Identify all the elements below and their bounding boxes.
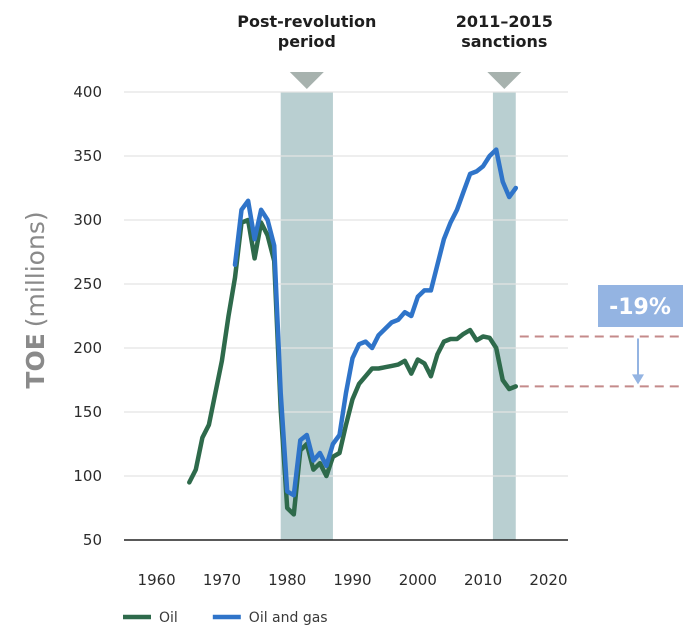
band-marker-triangle-0 — [289, 72, 324, 89]
y-tick-label-200: 200 — [73, 339, 102, 357]
x-tick-label-1980: 1980 — [268, 571, 306, 589]
y-tick-label-100: 100 — [73, 467, 102, 485]
callout-arrow-head — [632, 374, 644, 385]
y-tick-label-150: 150 — [73, 403, 102, 421]
x-tick-label-2000: 2000 — [399, 571, 437, 589]
x-tick-label-2010: 2010 — [464, 571, 502, 589]
y-axis-label-rest: (millions) — [21, 211, 50, 327]
x-tick-label-1960: 1960 — [138, 571, 176, 589]
y-axis-label-bold: TOE — [21, 333, 50, 388]
band-marker-triangle-1 — [487, 72, 522, 89]
y-tick-label-300: 300 — [73, 211, 102, 229]
band-label-0-0: Post-revolution — [237, 12, 376, 31]
series-line-1 — [232, 147, 519, 498]
series-line-0 — [187, 217, 519, 517]
callout-layer: -19% — [519, 285, 683, 388]
shaded-band-1 — [492, 92, 516, 540]
axis-layer: 50 100 150 200 250 300 350 400 1960 1970 1980 1990 2… — [73, 83, 568, 589]
band-label-0-1: period — [278, 32, 336, 51]
band-label-1-1: sanctions — [461, 32, 547, 51]
callout-text: -19% — [609, 295, 671, 320]
x-tick-label-2020: 2020 — [529, 571, 567, 589]
legend-label-0: Oil — [159, 610, 178, 626]
y-tick-label-250: 250 — [73, 275, 102, 293]
y-axis-label: TOE (millions) — [21, 211, 50, 388]
y-tick-label-400: 400 — [73, 83, 102, 101]
x-tick-label-1970: 1970 — [203, 571, 241, 589]
x-tick-label-1990: 1990 — [333, 571, 371, 589]
y-tick-label-50: 50 — [83, 531, 102, 549]
callout-box — [598, 285, 683, 327]
legend: Oil Oil and gas — [123, 610, 328, 626]
series-layer — [187, 147, 519, 517]
y-tick-label-350: 350 — [73, 147, 102, 165]
band-label-1-0: 2011–2015 — [456, 12, 553, 31]
legend-label-1: Oil and gas — [249, 610, 328, 626]
